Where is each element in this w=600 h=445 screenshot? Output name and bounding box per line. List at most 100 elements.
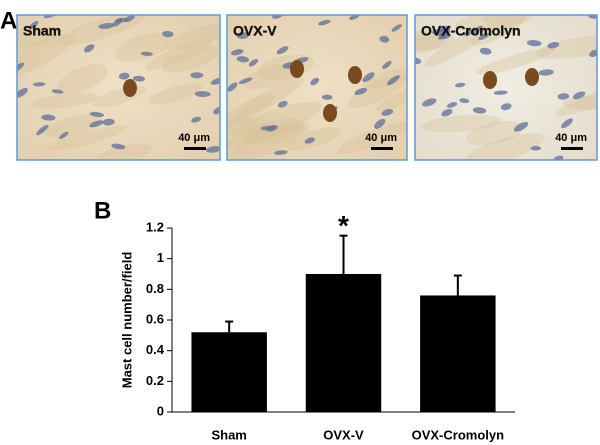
- nucleus: [472, 107, 487, 114]
- nucleus: [354, 87, 368, 96]
- fiber: [375, 80, 407, 111]
- nucleus: [478, 33, 490, 41]
- error-bar: [225, 320, 234, 333]
- nucleus: [162, 30, 174, 38]
- nucleus: [382, 60, 392, 69]
- nucleus: [438, 29, 451, 40]
- fiber: [245, 118, 310, 145]
- nucleus: [236, 56, 250, 63]
- fiber: [32, 92, 99, 109]
- fiber: [145, 38, 213, 70]
- fiber: [227, 123, 305, 149]
- nucleus: [391, 24, 402, 32]
- fiber: [420, 114, 503, 133]
- scale-label: 40 μm: [555, 132, 587, 144]
- nucleus: [381, 108, 394, 116]
- nucleus: [277, 100, 288, 108]
- fiber: [562, 95, 597, 111]
- nucleus: [362, 72, 375, 83]
- nucleus: [304, 137, 315, 144]
- fiber: [535, 34, 597, 60]
- panel-label: A: [0, 7, 17, 34]
- nucleus: [471, 25, 483, 35]
- fiber: [45, 113, 102, 138]
- nucleus: [210, 77, 220, 85]
- x-tick-label: OVX-V: [323, 427, 364, 442]
- bar: [191, 332, 267, 412]
- micrograph: OVX-Cromolyn 40 μm: [414, 0, 600, 161]
- nucleus: [553, 155, 564, 160]
- nucleus: [310, 77, 320, 86]
- nucleus: [459, 98, 470, 104]
- bar: [420, 295, 496, 412]
- nucleus: [118, 72, 130, 80]
- y-tick-label: 0.2: [146, 373, 164, 388]
- error-bar: [339, 234, 348, 274]
- nucleus: [561, 118, 573, 129]
- error-bar: [453, 274, 462, 296]
- nucleus: [276, 46, 289, 55]
- tissue-bg: [415, 15, 597, 160]
- micrographs: Sham 40 μm OVX-V 40 μm OVX-Cromolyn 40 μm: [16, 0, 600, 161]
- fiber: [463, 133, 545, 160]
- nucleus: [115, 17, 128, 23]
- y-tick-label: 0: [157, 403, 164, 418]
- tissue: [415, 0, 600, 160]
- nucleus: [493, 90, 508, 95]
- nucleus: [140, 51, 153, 57]
- y-axis-label: Mast cell number/field: [119, 252, 134, 389]
- y-tick-label: 0.6: [146, 311, 164, 326]
- image-label: OVX-Cromolyn: [421, 23, 521, 39]
- micrograph: OVX-V 40 μm: [226, 14, 408, 161]
- mast-cell: [483, 71, 497, 89]
- fiber: [46, 125, 127, 151]
- scale-bar: [561, 147, 583, 150]
- mast-cell: [123, 79, 137, 97]
- nucleus: [17, 87, 28, 98]
- nucleus: [59, 131, 69, 140]
- tissue: [17, 15, 220, 160]
- tissue-bg: [17, 15, 220, 160]
- nucleus: [83, 44, 95, 53]
- nucleus: [557, 93, 570, 100]
- fiber: [161, 46, 220, 73]
- tissue-bg: [227, 15, 407, 160]
- nucleus: [29, 20, 39, 29]
- nucleus: [41, 114, 56, 121]
- nucleus: [191, 116, 202, 123]
- nucleus: [446, 102, 458, 108]
- fiber: [17, 26, 60, 51]
- nucleus: [89, 111, 105, 118]
- tissue: [227, 15, 407, 160]
- panel-label: B: [94, 197, 111, 224]
- nucleus: [102, 118, 115, 126]
- fiber: [552, 0, 600, 11]
- mast-cell: [525, 68, 539, 86]
- nucleus: [479, 47, 492, 55]
- mast-cell: [290, 60, 304, 78]
- nucleus: [318, 19, 331, 26]
- nucleus: [89, 120, 104, 128]
- y-tick-label: 1.2: [146, 219, 164, 234]
- image-border: [16, 14, 221, 161]
- fiber: [415, 35, 445, 56]
- significance-marker: *: [338, 210, 349, 241]
- nucleus: [321, 94, 333, 100]
- nucleus: [206, 146, 220, 153]
- fiber: [476, 48, 555, 75]
- fiber: [555, 79, 597, 117]
- micrograph: Sham 40 μm: [16, 14, 221, 161]
- fiber: [455, 15, 533, 33]
- fiber: [165, 22, 220, 50]
- fiber: [361, 68, 407, 89]
- fiber: [227, 93, 276, 127]
- nucleus: [230, 49, 244, 56]
- y-tick-label: 0.4: [146, 342, 165, 357]
- nucleus: [454, 82, 466, 88]
- nucleus: [248, 59, 259, 67]
- scale-bar: [371, 147, 393, 150]
- y-tick-label: 1: [157, 250, 164, 265]
- nucleus: [98, 22, 115, 29]
- fiber: [242, 63, 303, 90]
